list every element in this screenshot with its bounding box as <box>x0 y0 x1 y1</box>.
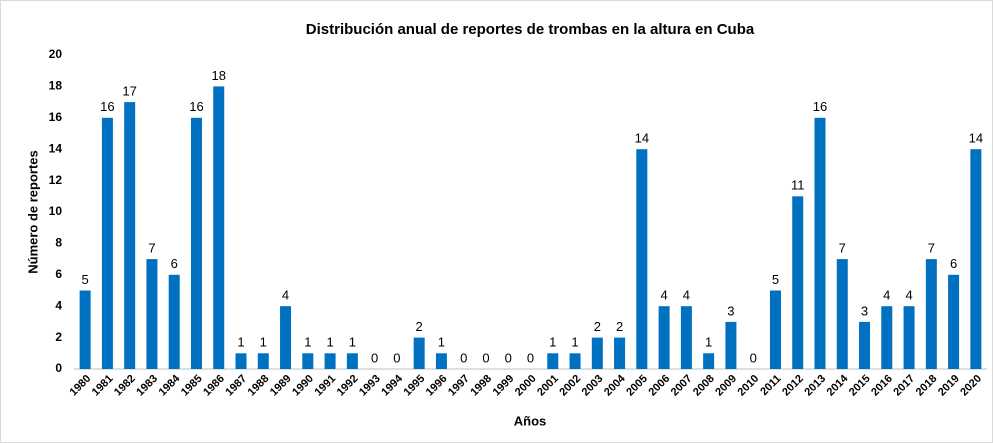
data-label: 4 <box>660 288 667 303</box>
data-label: 3 <box>861 303 868 318</box>
bar <box>190 117 202 369</box>
bar <box>680 306 692 369</box>
data-label: 0 <box>505 350 512 365</box>
y-tick-label: 14 <box>49 141 63 155</box>
data-label: 1 <box>438 335 445 350</box>
data-label: 4 <box>282 288 289 303</box>
bar <box>925 259 937 369</box>
data-label: 0 <box>750 350 757 365</box>
data-label: 2 <box>616 319 623 334</box>
bar <box>881 306 893 369</box>
y-tick-label: 18 <box>49 79 63 93</box>
data-label: 1 <box>571 335 578 350</box>
bar <box>591 337 603 369</box>
bar <box>792 196 804 369</box>
bar <box>302 353 314 369</box>
bar <box>435 353 447 369</box>
bar <box>970 149 982 369</box>
data-label: 16 <box>100 99 114 114</box>
data-label: 1 <box>549 335 556 350</box>
chart-title: Distribución anual de reportes de tromba… <box>306 21 755 38</box>
data-label: 0 <box>460 350 467 365</box>
data-label: 0 <box>482 350 489 365</box>
bar <box>636 149 648 369</box>
data-label: 14 <box>969 131 983 146</box>
bar <box>146 259 158 369</box>
x-axis-label: Años <box>514 413 547 428</box>
bar <box>101 117 113 369</box>
data-label: 16 <box>189 99 203 114</box>
data-label: 1 <box>705 335 712 350</box>
data-label: 7 <box>148 241 155 256</box>
data-label: 14 <box>635 131 649 146</box>
data-label: 0 <box>393 350 400 365</box>
bar <box>79 290 91 369</box>
bar <box>658 306 670 369</box>
data-label: 6 <box>171 256 178 271</box>
y-axis-label: Número de reportes <box>25 150 40 274</box>
bar <box>769 290 781 369</box>
y-tick-label: 0 <box>55 361 62 375</box>
bar <box>703 353 715 369</box>
data-label: 2 <box>416 319 423 334</box>
bar <box>168 274 180 369</box>
bar <box>280 306 292 369</box>
bar <box>859 321 871 369</box>
data-label: 1 <box>304 335 311 350</box>
data-label: 4 <box>883 288 890 303</box>
bar <box>324 353 336 369</box>
data-label: 4 <box>905 288 912 303</box>
bar <box>569 353 581 369</box>
y-tick-label: 10 <box>49 204 63 218</box>
bar <box>413 337 425 369</box>
y-tick-label: 20 <box>49 47 63 61</box>
data-label: 2 <box>594 319 601 334</box>
data-label: 1 <box>349 335 356 350</box>
bar <box>213 86 225 370</box>
bar <box>814 117 826 369</box>
data-label: 7 <box>928 241 935 256</box>
data-label: 0 <box>371 350 378 365</box>
y-tick-label: 2 <box>55 330 62 344</box>
data-label: 16 <box>813 99 827 114</box>
bar <box>124 102 136 369</box>
data-label: 11 <box>791 178 805 193</box>
data-label: 6 <box>950 256 957 271</box>
y-tick-label: 12 <box>49 173 63 187</box>
data-label: 4 <box>683 288 690 303</box>
data-label: 1 <box>326 335 333 350</box>
y-tick-label: 8 <box>55 236 62 250</box>
data-label: 17 <box>122 84 136 99</box>
y-tick-label: 6 <box>55 267 62 281</box>
bar <box>948 274 960 369</box>
data-label: 0 <box>527 350 534 365</box>
data-label: 18 <box>212 68 226 83</box>
bar <box>235 353 247 369</box>
bar <box>257 353 269 369</box>
data-label: 5 <box>82 272 89 287</box>
bar <box>547 353 559 369</box>
data-label: 3 <box>727 303 734 318</box>
bar <box>903 306 915 369</box>
bar <box>725 321 737 369</box>
data-label: 7 <box>839 241 846 256</box>
bar <box>346 353 358 369</box>
data-label: 1 <box>237 335 244 350</box>
data-label: 5 <box>772 272 779 287</box>
bar <box>836 259 848 369</box>
y-tick-label: 16 <box>49 110 63 124</box>
bar <box>614 337 626 369</box>
y-tick-label: 4 <box>55 298 62 312</box>
data-label: 1 <box>260 335 267 350</box>
